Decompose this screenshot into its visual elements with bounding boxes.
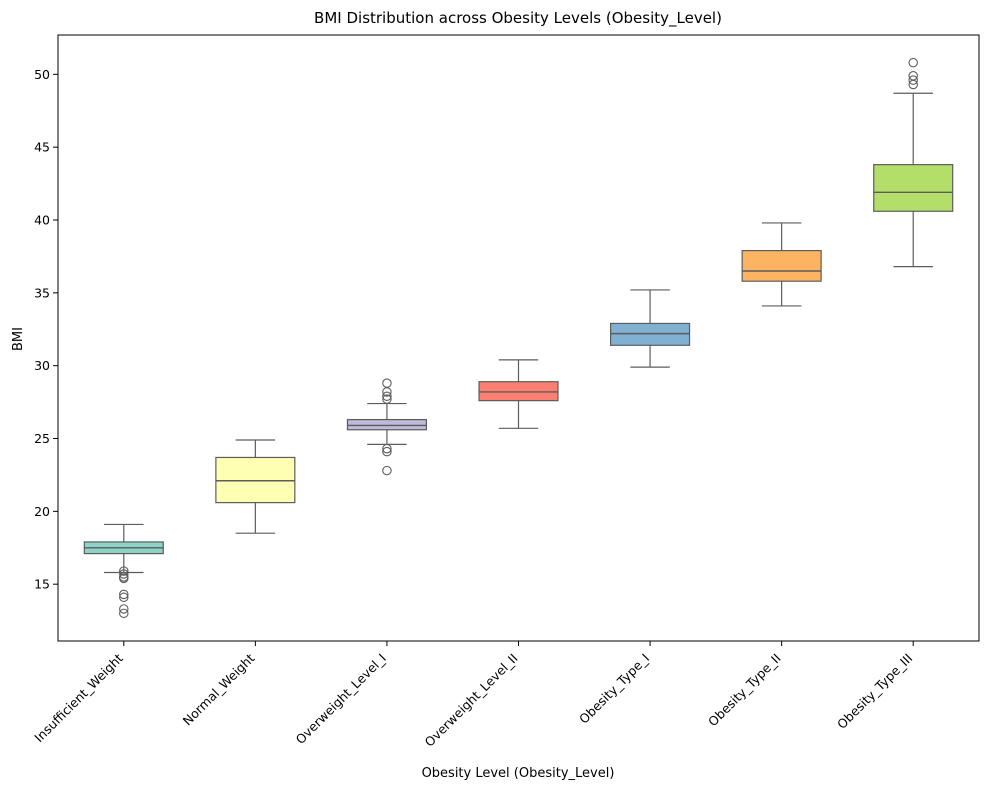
outlier-point	[119, 573, 129, 584]
x-tick-label: Obesity_Type_II	[705, 651, 784, 730]
outlier-point	[119, 569, 129, 579]
y-tick-label: 50	[34, 67, 50, 82]
x-tick-label: Normal_Weight	[180, 650, 258, 728]
x-tick-label: Obesity_Type_I	[576, 651, 652, 727]
outlier-point	[908, 79, 918, 90]
box-iqr	[609, 322, 691, 346]
y-tick-label: 20	[34, 504, 50, 519]
outlier-point	[382, 391, 392, 402]
y-tick-label: 30	[34, 358, 50, 373]
y-axis-label: BMI	[11, 327, 26, 351]
outlier-point	[908, 57, 918, 68]
outlier-point	[382, 443, 392, 454]
outlier-point	[382, 387, 392, 397]
outlier-point	[382, 465, 392, 476]
x-tick-label: Insufficient_Weight	[31, 650, 126, 745]
box-iqr	[215, 456, 296, 504]
x-tick-label: Overweight_Level_I	[293, 651, 389, 747]
outlier-point	[382, 394, 392, 404]
plot-area: 15 20 25 30 35 40 45 50 Insufficient_Weight Norma…	[31, 34, 980, 750]
y-tick-label: 15	[34, 577, 50, 592]
y-tick-label: 40	[34, 213, 50, 228]
y-tick-label: 35	[34, 285, 50, 300]
x-axis-label: Obesity Level (Obesity_Level)	[422, 766, 615, 781]
box-iqr	[741, 249, 822, 282]
box-iqr	[346, 418, 428, 431]
x-tick-label: Obesity_Type_III	[834, 651, 915, 732]
outlier-point	[382, 378, 392, 388]
y-tick-label: 25	[34, 431, 50, 446]
outlier-point	[119, 589, 129, 600]
outlier-point	[119, 592, 129, 603]
x-tick-label: Overweight_Level_II	[422, 651, 521, 750]
outlier-point	[908, 75, 918, 85]
outlier-point	[119, 604, 129, 614]
y-tick-label: 45	[34, 140, 50, 155]
plot-frame	[57, 34, 980, 642]
chart-title: BMI Distribution across Obesity Levels (…	[314, 9, 722, 28]
outlier-point	[382, 446, 392, 457]
box-iqr	[873, 164, 954, 212]
box-iqr	[478, 381, 559, 402]
outlier-point	[119, 566, 129, 576]
outlier-point	[119, 608, 129, 619]
